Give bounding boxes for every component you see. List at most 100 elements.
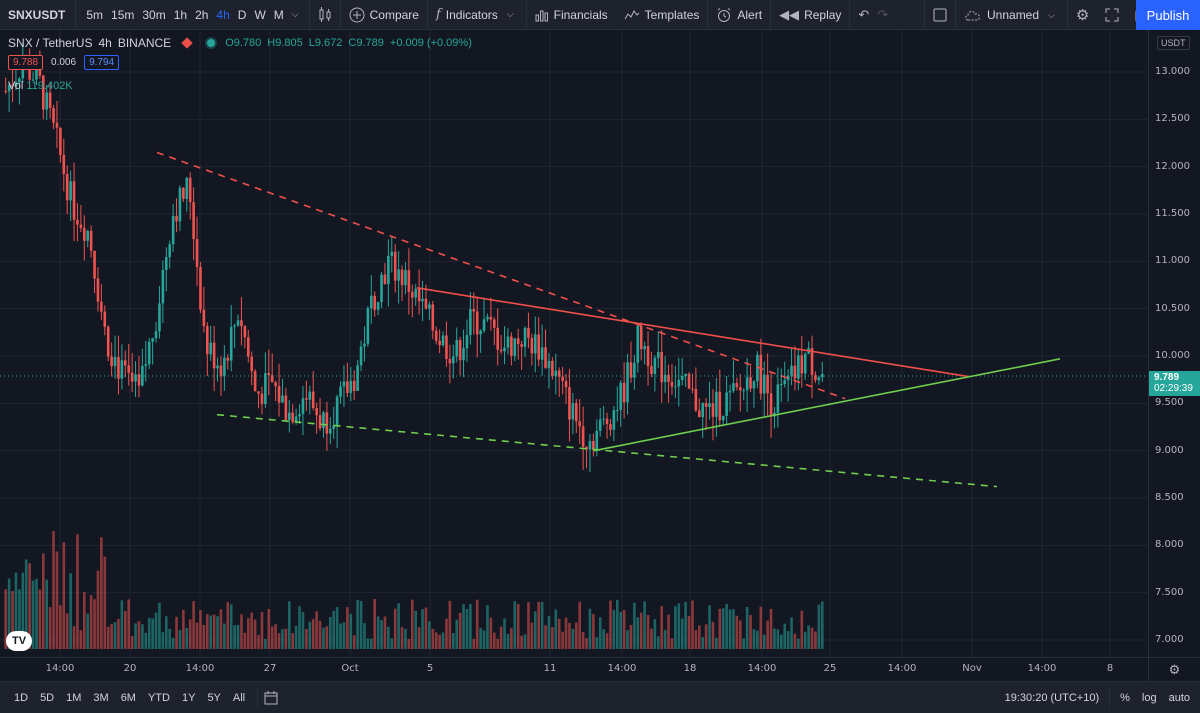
alert-button[interactable]: Alert: [708, 0, 770, 30]
interval-1h[interactable]: 1h: [173, 7, 188, 22]
candle-body: [356, 365, 359, 391]
candle-body: [469, 309, 472, 336]
candle-body: [216, 365, 219, 369]
candle-body: [130, 372, 134, 382]
time-tick-label: Nov: [962, 663, 982, 674]
time-axis[interactable]: 14:00 20 14:00 27 Oct 5 11 14:00 18 14:00 25 14:00 N…: [0, 657, 1148, 681]
indicators-button[interactable]: f Indicators ⌵: [428, 0, 526, 30]
redo-button[interactable]: ↷: [877, 0, 896, 30]
volume-bar: [516, 604, 520, 649]
volume-bar: [742, 638, 746, 649]
volume-bar: [380, 620, 383, 649]
interval-w[interactable]: W: [254, 7, 266, 22]
volume-bar: [137, 621, 141, 649]
fullscreen-button[interactable]: [1097, 0, 1127, 30]
toolbar-divider: [75, 0, 77, 30]
templates-button[interactable]: Templates: [616, 0, 708, 30]
candle-body: [192, 202, 195, 239]
scale-settings-button[interactable]: ⚙: [1148, 657, 1200, 681]
range-6m[interactable]: 6M: [120, 691, 136, 704]
range-1m[interactable]: 1M: [66, 691, 82, 704]
range-all[interactable]: All: [232, 691, 246, 704]
candle-body: [69, 181, 72, 201]
candle-body: [400, 269, 404, 286]
candle-body: [349, 380, 353, 393]
volume-bar: [24, 559, 28, 649]
tradingview-logo-icon[interactable]: TV: [6, 631, 32, 651]
volume-bar: [434, 632, 438, 649]
range-5d[interactable]: 5D: [40, 691, 55, 704]
volume-bar: [226, 602, 230, 649]
interval-m[interactable]: M: [273, 7, 284, 22]
volume-bar: [188, 619, 192, 649]
publish-button[interactable]: Publish: [1136, 0, 1200, 30]
candle-body: [387, 255, 390, 285]
candle-body: [581, 426, 585, 447]
candle-body: [209, 342, 213, 355]
undo-button[interactable]: ↶: [850, 0, 877, 30]
volume-bar: [257, 635, 260, 649]
volume-bar: [383, 616, 387, 649]
financials-button[interactable]: Financials: [527, 0, 616, 30]
candle-body: [59, 127, 62, 156]
candle-body: [704, 402, 708, 407]
candle-body: [438, 340, 441, 346]
candle-body: [448, 358, 452, 364]
interval-d[interactable]: D: [237, 7, 247, 22]
interval-4h[interactable]: 4h: [216, 7, 230, 22]
range-5y[interactable]: 5Y: [207, 691, 221, 704]
candle-body: [161, 269, 165, 304]
price-chart[interactable]: [0, 30, 1148, 657]
candle-body: [226, 357, 230, 361]
volume-bar: [639, 612, 643, 649]
candle-body: [141, 365, 144, 386]
price-scale[interactable]: USDT 9.789 02:29:39 13.000 12.500 12.000 11…: [1148, 30, 1200, 657]
percent-scale-toggle[interactable]: %: [1120, 692, 1130, 704]
auto-scale-toggle[interactable]: auto: [1168, 692, 1190, 704]
range-1y[interactable]: 1Y: [181, 691, 196, 704]
volume-bar: [106, 626, 110, 649]
symbol-description[interactable]: SNX / TetherUS: [8, 36, 93, 50]
currency-button[interactable]: USDT: [1157, 36, 1190, 50]
support-trendline: [593, 358, 1061, 452]
range-ytd[interactable]: YTD: [147, 691, 170, 704]
interval-2h[interactable]: 2h: [195, 7, 209, 22]
chart-pane[interactable]: [0, 30, 1148, 657]
chevron-down-icon[interactable]: ⌵: [506, 9, 514, 19]
replay-button[interactable]: ◀◀ Replay: [771, 0, 849, 30]
compare-button[interactable]: Compare: [341, 0, 427, 30]
bid-price-badge[interactable]: 9.788: [8, 55, 44, 70]
candle-body: [45, 92, 49, 110]
layout-name-button[interactable]: Unnamed ⌵: [956, 0, 1067, 30]
volume-bar: [55, 551, 59, 649]
candle-body: [100, 301, 103, 312]
chevron-down-icon[interactable]: ⌵: [1048, 9, 1055, 20]
candle-body: [428, 304, 431, 309]
candle-body: [803, 353, 807, 374]
legend-interval: 4h: [98, 36, 112, 50]
layout-toggle-button[interactable]: [925, 0, 955, 30]
candle-body: [346, 381, 349, 393]
candle-body: [294, 416, 298, 423]
volume-bar: [199, 610, 202, 649]
chart-type-button[interactable]: [310, 0, 340, 30]
interval-15m[interactable]: 15m: [111, 7, 135, 22]
chevron-down-icon[interactable]: ⌵: [291, 9, 299, 19]
candle-body: [199, 266, 202, 310]
clock-timezone[interactable]: 19:30:20 (UTC+10): [1004, 692, 1100, 704]
legend-exchange: BINANCE: [117, 36, 172, 50]
volume-bar: [14, 572, 18, 649]
replay-label: Replay: [804, 7, 842, 22]
volume-bar: [154, 612, 158, 649]
interval-30m[interactable]: 30m: [142, 7, 166, 22]
settings-button[interactable]: ⚙: [1068, 0, 1097, 30]
log-scale-toggle[interactable]: log: [1141, 692, 1157, 704]
range-3m[interactable]: 3M: [93, 691, 109, 704]
range-1d[interactable]: 1D: [14, 691, 29, 704]
symbol-search[interactable]: SNXUSDT: [8, 7, 66, 22]
ask-price-badge[interactable]: 9.794: [84, 55, 120, 70]
interval-5m[interactable]: 5m: [86, 7, 104, 22]
calendar-range-icon[interactable]: [264, 690, 278, 705]
top-toolbar: SNXUSDT 5m 15m 30m 1h 2h 4h D W M ⌵ Comp…: [0, 0, 1200, 30]
candle-body: [182, 187, 185, 199]
